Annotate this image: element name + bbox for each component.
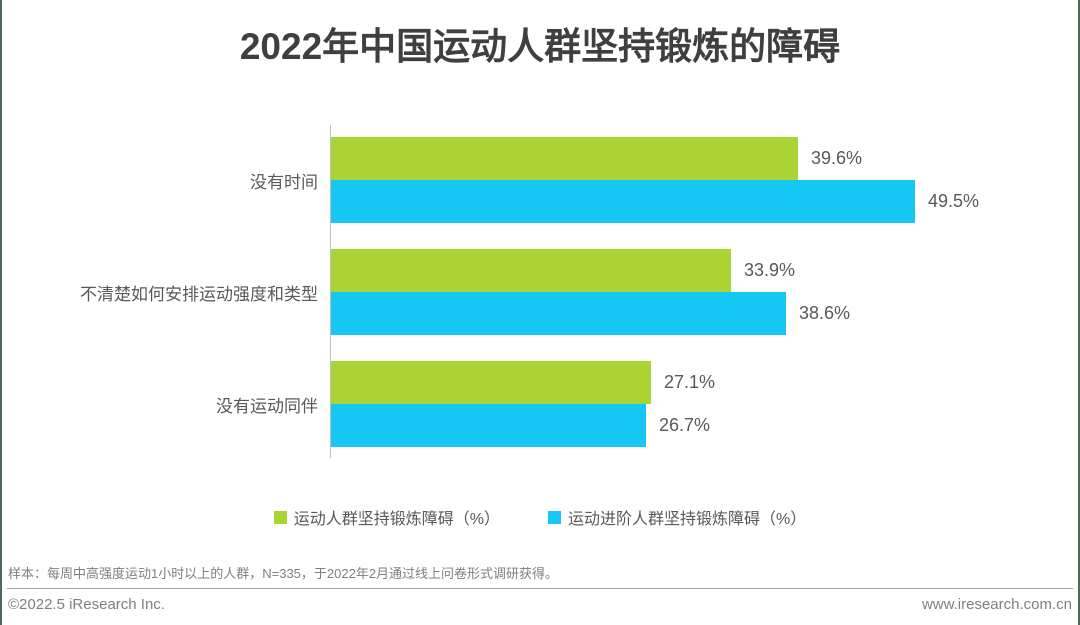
bar-group: 不清楚如何安排运动强度和类型 33.9% 38.6% — [0, 249, 979, 335]
legend-item-exercisers: 运动人群坚持锻炼障碍（%） — [273, 505, 500, 529]
bar-chart: 没有时间 39.6% 49.5% 不清楚如何安排运动强度和类型 33.9% 38.6% 没有… — [0, 137, 979, 447]
bar-group: 没有运动同伴 27.1% 26.7% — [0, 361, 979, 447]
bar-row: 38.6% — [331, 292, 850, 335]
bar — [331, 292, 786, 335]
bar-pair: 27.1% 26.7% — [331, 361, 715, 447]
axis-line — [330, 125, 331, 458]
value-label: 27.1% — [664, 372, 716, 392]
legend-swatch-green — [273, 510, 287, 524]
copyright-text: ©2022.5 iResearch Inc. — [8, 596, 165, 613]
legend-item-advanced-exercisers: 运动进阶人群坚持锻炼障碍（%） — [548, 505, 806, 529]
chart-title: 2022年中国运动人群坚持锻炼的障碍 — [239, 26, 841, 67]
separator-line — [7, 588, 1073, 589]
bar-row: 26.7% — [331, 404, 715, 447]
bar — [331, 404, 646, 447]
bar — [331, 361, 651, 404]
category-label: 不清楚如何安排运动强度和类型 — [80, 284, 318, 304]
value-label: 33.9% — [744, 260, 796, 280]
bar-row: 33.9% — [331, 249, 850, 292]
bar-pair: 39.6% 49.5% — [331, 137, 979, 223]
bar — [331, 249, 731, 292]
value-label: 39.6% — [811, 148, 863, 168]
website-url: www.iresearch.com.cn — [921, 596, 1072, 613]
bar-row: 39.6% — [331, 137, 979, 180]
bar-pair: 33.9% 38.6% — [331, 249, 850, 335]
value-label: 38.6% — [799, 303, 851, 323]
bar-row: 49.5% — [331, 180, 979, 223]
bar-group: 没有时间 39.6% 49.5% — [0, 137, 979, 223]
page-edge-left — [0, 0, 2, 625]
sample-note: 样本：每周中高强度运动1小时以上的人群，N=335，于2022年2月通过线上问卷… — [8, 566, 559, 581]
value-label: 49.5% — [928, 191, 980, 211]
value-label: 26.7% — [659, 415, 711, 435]
category-label: 没有时间 — [250, 172, 318, 192]
page-edge-right — [1078, 0, 1080, 625]
bar — [331, 180, 915, 223]
legend: 运动人群坚持锻炼障碍（%） 运动进阶人群坚持锻炼障碍（%） — [0, 505, 1080, 529]
legend-label: 运动人群坚持锻炼障碍（%） — [293, 511, 500, 528]
legend-swatch-blue — [548, 510, 561, 524]
bar — [331, 137, 798, 180]
category-label: 没有运动同伴 — [216, 396, 318, 416]
legend-label: 运动进阶人群坚持锻炼障碍（%） — [568, 511, 807, 528]
bar-row: 27.1% — [331, 361, 715, 404]
